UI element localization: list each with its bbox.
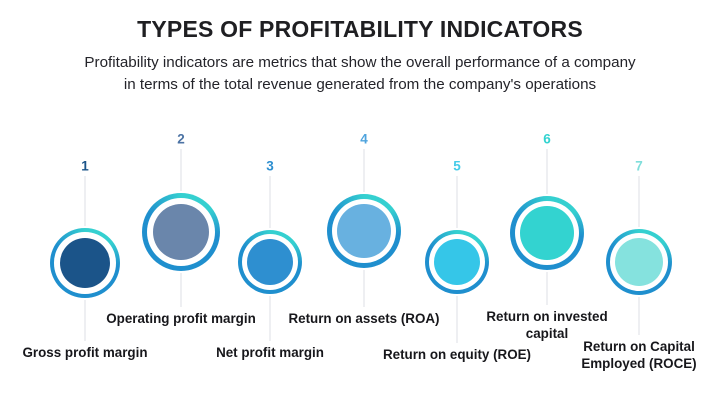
connector-line-top	[456, 176, 458, 228]
header-block: TYPES OF PROFITABILITY INDICATORS Profit…	[0, 0, 720, 96]
connector-line-bottom	[180, 273, 182, 307]
connector-line-bottom	[546, 272, 548, 305]
indicator-number: 7	[635, 158, 643, 174]
indicator-number: 4	[360, 131, 368, 147]
circle-core	[59, 237, 111, 289]
connector-line-bottom	[269, 296, 271, 341]
indicator-label: Return on equity (ROE)	[382, 347, 532, 362]
indicator-number: 5	[453, 158, 461, 174]
circle-core	[433, 238, 481, 286]
page-subtitle: Profitability indicators are metrics tha…	[15, 52, 705, 96]
indicator-label: Net profit margin	[216, 345, 324, 360]
connector-line-top	[269, 176, 271, 228]
subtitle-line-2: in terms of the total revenue generated …	[123, 76, 597, 94]
indicator-label: Operating profit margin	[106, 311, 256, 326]
indicator-number: 3	[266, 158, 274, 174]
connector-line-bottom	[638, 297, 640, 335]
circle-core	[337, 204, 391, 258]
indicator-label: Return on invested capital	[486, 309, 608, 342]
indicator-circle[interactable]	[510, 196, 584, 270]
circle-core	[520, 206, 574, 260]
indicator-label: Gross profit margin	[22, 345, 148, 360]
indicator-number: 6	[543, 131, 551, 147]
indicator-circle[interactable]	[327, 194, 401, 268]
indicator-number: 1	[81, 158, 89, 174]
indicator-circle[interactable]	[606, 229, 672, 295]
circle-core	[246, 238, 294, 286]
connector-line-top	[546, 149, 548, 194]
indicator-circle[interactable]	[238, 230, 302, 294]
indicator-circle[interactable]	[142, 193, 220, 271]
indicator-circle[interactable]	[425, 230, 489, 294]
indicator-label: Return on Capital Employed (ROCE)	[581, 339, 697, 372]
indicator-label: Return on assets (ROA)	[288, 311, 440, 326]
connector-line-top	[363, 149, 365, 192]
subtitle-line-1: Profitability indicators are metrics tha…	[84, 54, 636, 71]
connector-line-bottom	[84, 300, 86, 341]
connector-line-bottom	[363, 270, 365, 307]
connector-line-top	[84, 176, 86, 226]
page-title: TYPES OF PROFITABILITY INDICATORS	[137, 16, 583, 42]
circle-core	[615, 238, 663, 286]
indicator-number: 2	[177, 131, 185, 147]
circle-core	[152, 203, 210, 261]
indicator-circle[interactable]	[50, 228, 120, 298]
connector-line-top	[180, 149, 182, 191]
connector-line-bottom	[456, 296, 458, 343]
connector-line-top	[638, 176, 640, 227]
